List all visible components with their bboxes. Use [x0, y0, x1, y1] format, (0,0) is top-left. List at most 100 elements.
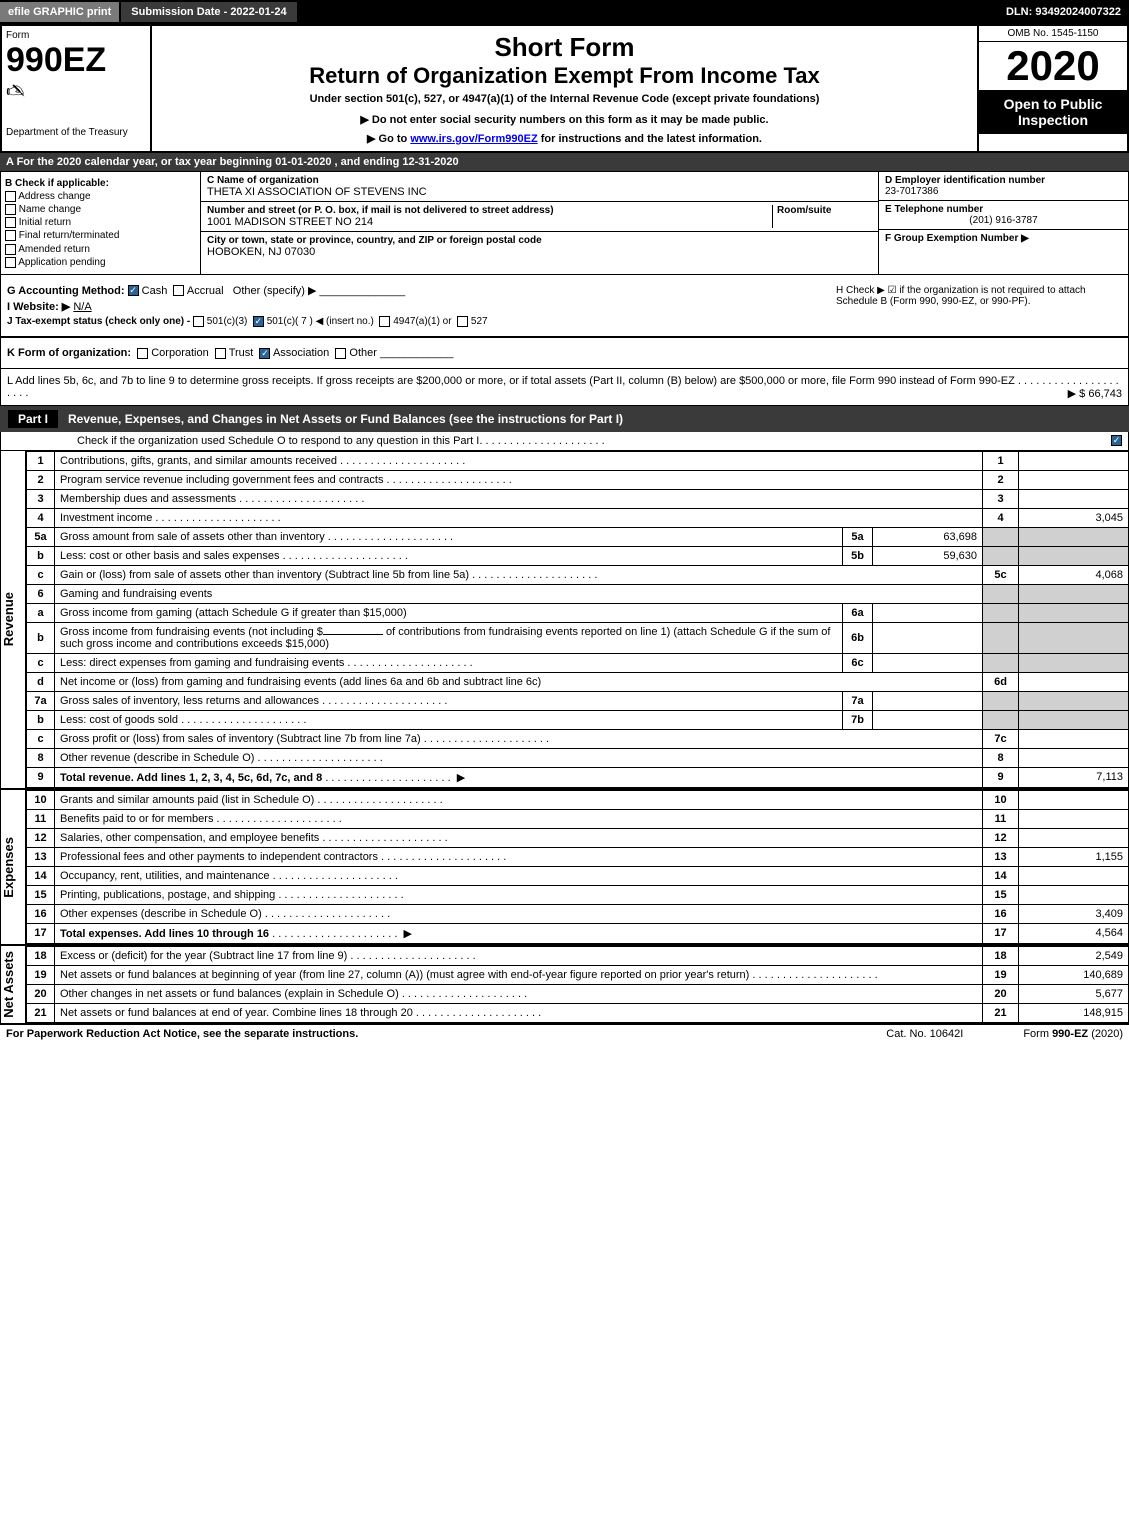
check-pending[interactable]: Application pending — [5, 257, 196, 268]
l18-rn: 18 — [983, 946, 1019, 965]
l11-num: 11 — [27, 809, 55, 828]
l7a-box: 7a — [843, 691, 873, 710]
g-cash-check[interactable]: ✓ — [128, 285, 139, 296]
g-accrual-check[interactable] — [173, 285, 184, 296]
j-501c3: 501(c)(3) — [207, 316, 248, 327]
line-3: 3Membership dues and assessments3 — [27, 489, 1129, 508]
org-addr-row: Number and street (or P. O. box, if mail… — [201, 202, 878, 232]
line-14: 14Occupancy, rent, utilities, and mainte… — [27, 866, 1129, 885]
revenue-vlabel-holder: Revenue — [1, 451, 26, 788]
l1-desc: Contributions, gifts, grants, and simila… — [60, 455, 337, 467]
footer-form-post: (2020) — [1088, 1028, 1123, 1040]
addr-label: Number and street (or P. O. box, if mail… — [207, 205, 772, 216]
l5a-sub: 5a — [27, 527, 55, 546]
ein-row: D Employer identification number 23-7017… — [879, 172, 1128, 201]
l21-amt: 148,915 — [1019, 1003, 1129, 1022]
goto-pre: ▶ Go to — [367, 133, 410, 145]
line-13: 13Professional fees and other payments t… — [27, 847, 1129, 866]
k-assoc: Association — [273, 347, 329, 359]
short-form-title: Short Form — [160, 32, 969, 63]
k-corp-check[interactable] — [137, 348, 148, 359]
l6b-box: 6b — [843, 622, 873, 653]
dept-treasury: Department of the Treasury — [6, 127, 146, 138]
part1-schedule-o-check[interactable]: ✓ — [1111, 435, 1122, 446]
line-9: 9 Total revenue. Add lines 1, 2, 3, 4, 5c… — [27, 767, 1129, 787]
l6b-val — [873, 622, 983, 653]
l21-rn: 21 — [983, 1003, 1019, 1022]
goto-note: ▶ Go to www.irs.gov/Form990EZ for instru… — [160, 132, 969, 145]
revenue-section: Revenue 1 Contributions, gifts, grants, a… — [0, 451, 1129, 788]
l6d-rn: 6d — [983, 672, 1019, 691]
form-left: Form 990EZ 🖎 Department of the Treasury — [2, 26, 152, 151]
line-12: 12Salaries, other compensation, and empl… — [27, 828, 1129, 847]
j-4947-check[interactable] — [379, 316, 390, 327]
l11-amt — [1019, 809, 1129, 828]
l5a-val: 63,698 — [873, 527, 983, 546]
section-a-taxyear: A For the 2020 calendar year, or tax yea… — [0, 153, 1129, 171]
l7c-rn: 7c — [983, 729, 1019, 748]
check-b-column: B Check if applicable: Address change Na… — [1, 172, 201, 274]
check-name[interactable]: Name change — [5, 204, 196, 215]
l1-amt — [1019, 451, 1129, 470]
l20-num: 20 — [27, 984, 55, 1003]
l14-amt — [1019, 866, 1129, 885]
under-section: Under section 501(c), 527, or 4947(a)(1)… — [160, 93, 969, 105]
l5a-box: 5a — [843, 527, 873, 546]
l9-desc: Total revenue. Add lines 1, 2, 3, 4, 5c,… — [60, 772, 322, 784]
expenses-vlabel-holder: Expenses — [1, 790, 26, 944]
l1-num: 1 — [27, 451, 55, 470]
k-assoc-check[interactable]: ✓ — [259, 348, 270, 359]
line-6a: aGross income from gaming (attach Schedu… — [27, 603, 1129, 622]
open-inspection: Open to Public Inspection — [979, 90, 1127, 134]
submission-date: Submission Date - 2022-01-24 — [121, 2, 296, 22]
l20-amt: 5,677 — [1019, 984, 1129, 1003]
irs-link[interactable]: www.irs.gov/Form990EZ — [410, 133, 537, 145]
l11-rn: 11 — [983, 809, 1019, 828]
g-other: Other (specify) ▶ — [233, 285, 317, 297]
check-address[interactable]: Address change — [5, 191, 196, 202]
k-trust-check[interactable] — [215, 348, 226, 359]
l6c-sub: c — [27, 653, 55, 672]
check-amended[interactable]: Amended return — [5, 244, 196, 255]
l7b-box: 7b — [843, 710, 873, 729]
expenses-section: Expenses 10Grants and similar amounts pa… — [0, 788, 1129, 944]
l7b-desc: Less: cost of goods sold — [60, 714, 178, 726]
l5b-box: 5b — [843, 546, 873, 565]
l9-num: 9 — [27, 767, 55, 787]
l6-num: 6 — [27, 584, 55, 603]
l18-amt: 2,549 — [1019, 946, 1129, 965]
part1-title: Revenue, Expenses, and Changes in Net As… — [68, 412, 623, 426]
l6b-rn — [983, 622, 1019, 653]
k-corp: Corporation — [151, 347, 208, 359]
l7b-amt — [1019, 710, 1129, 729]
l2-rn: 2 — [983, 470, 1019, 489]
check-final[interactable]: Final return/terminated — [5, 230, 196, 241]
line-20: 20Other changes in net assets or fund ba… — [27, 984, 1129, 1003]
j-501c-check[interactable]: ✓ — [253, 316, 264, 327]
l17-num: 17 — [27, 923, 55, 943]
l6b-amt — [1019, 622, 1129, 653]
footer: For Paperwork Reduction Act Notice, see … — [0, 1023, 1129, 1043]
org-block: B Check if applicable: Address change Na… — [0, 171, 1129, 275]
l6c-rn — [983, 653, 1019, 672]
l13-amt: 1,155 — [1019, 847, 1129, 866]
l5c-amt: 4,068 — [1019, 565, 1129, 584]
org-city: HOBOKEN, NJ 07030 — [207, 246, 872, 258]
check-initial[interactable]: Initial return — [5, 217, 196, 228]
line-8: 8Other revenue (describe in Schedule O)8 — [27, 748, 1129, 767]
l7b-sub: b — [27, 710, 55, 729]
g-accrual: Accrual — [187, 285, 224, 297]
l14-desc: Occupancy, rent, utilities, and maintena… — [60, 870, 270, 882]
form-center: Short Form Return of Organization Exempt… — [152, 26, 977, 151]
l7c-desc: Gross profit or (loss) from sales of inv… — [60, 733, 421, 745]
k-other-check[interactable] — [335, 348, 346, 359]
j-527-check[interactable] — [457, 316, 468, 327]
l6a-val — [873, 603, 983, 622]
line-10: 10Grants and similar amounts paid (list … — [27, 790, 1129, 809]
k-label: K Form of organization: — [7, 347, 131, 359]
line-21: 21Net assets or fund balances at end of … — [27, 1003, 1129, 1022]
line-7c: cGross profit or (loss) from sales of in… — [27, 729, 1129, 748]
j-501c3-check[interactable] — [193, 316, 204, 327]
efile-label[interactable]: efile GRAPHIC print — [0, 2, 119, 22]
l5b-val: 59,630 — [873, 546, 983, 565]
